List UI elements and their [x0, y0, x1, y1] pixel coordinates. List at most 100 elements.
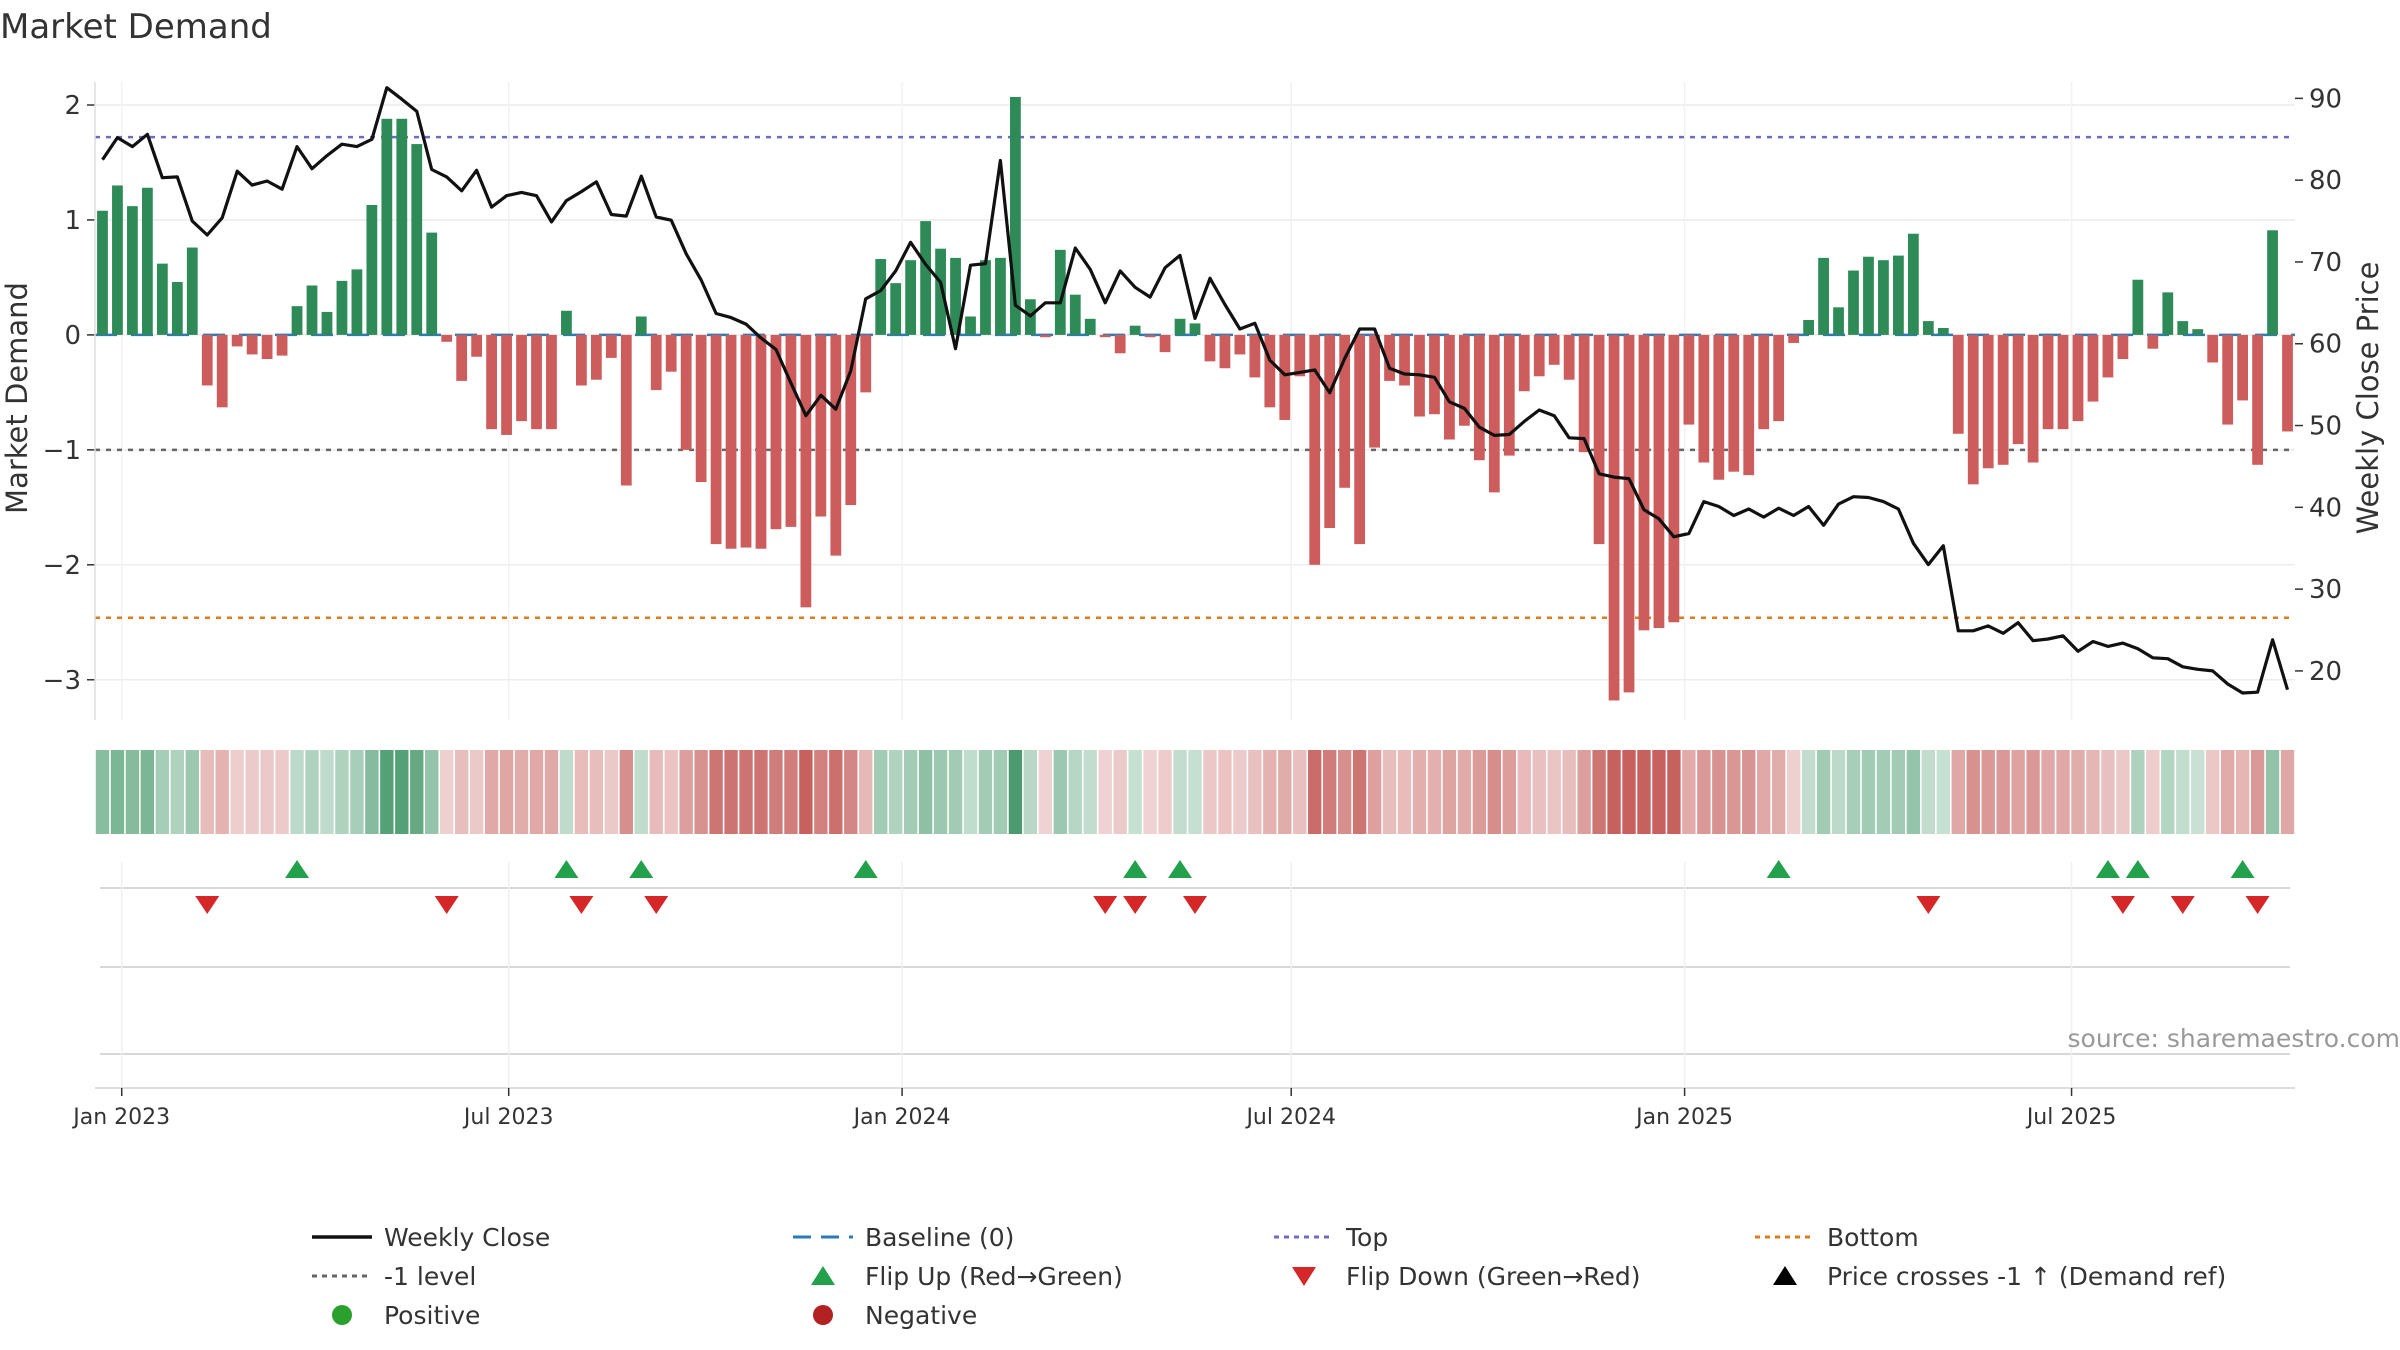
demand-bar	[1399, 334, 1410, 386]
flip-up-marker	[2125, 860, 2150, 878]
flip-up-marker	[2095, 860, 2120, 878]
demand-bar	[516, 334, 527, 422]
demand-bar	[1788, 334, 1800, 343]
strip-cell	[589, 750, 604, 834]
demand-bar	[201, 334, 213, 386]
strip-cell	[1816, 750, 1831, 834]
strip-cell	[1442, 750, 1457, 834]
legend-label: -1 level	[384, 1262, 476, 1291]
strip-cell	[2220, 750, 2235, 834]
strip-cell	[1053, 750, 1067, 834]
strip-cell	[2176, 750, 2190, 834]
demand-bars	[97, 96, 2293, 701]
strip-cell	[1727, 750, 1741, 834]
right-tick-label: 40	[2309, 493, 2342, 523]
strip-cell	[1966, 750, 1980, 834]
strip-cell	[1757, 750, 1771, 834]
strip-cell	[1532, 750, 1546, 834]
strip-cell	[425, 750, 439, 834]
strip-cell	[2116, 750, 2130, 834]
demand-bar	[725, 334, 737, 549]
flip-up-marker	[2230, 860, 2255, 878]
demand-bar	[1893, 255, 1904, 335]
strip-cell	[2206, 750, 2220, 834]
demand-bar	[1369, 334, 1380, 448]
demand-bar	[1638, 334, 1650, 631]
demand-bar	[501, 334, 512, 435]
strip-cell	[2146, 750, 2160, 834]
demand-bar	[1728, 334, 1740, 472]
strip-cell	[1308, 750, 1322, 834]
flip-up-marker	[554, 860, 579, 878]
flip-up-marker	[285, 860, 310, 878]
strip-cell	[933, 750, 948, 834]
strip-cell	[305, 750, 319, 834]
demand-bar	[740, 334, 752, 548]
demand-bar	[755, 334, 767, 549]
right-tick-label: 20	[2309, 657, 2342, 687]
demand-bar	[1848, 270, 1859, 335]
strip-cell	[1547, 750, 1561, 834]
demand-bar	[1144, 334, 1156, 338]
demand-bar	[441, 334, 453, 342]
demand-bar	[800, 334, 812, 608]
legend-label: Baseline (0)	[865, 1223, 1014, 1252]
strip-cell	[993, 750, 1008, 834]
strip-cell	[350, 750, 364, 834]
demand-bar	[486, 334, 497, 430]
legend: Weekly Close Baseline (0) Top Bottom -1 leve…	[312, 1223, 2226, 1330]
strip-cell	[335, 750, 349, 834]
legend-label: Top	[1345, 1223, 1388, 1252]
demand-bar	[276, 334, 288, 356]
strip-cell	[365, 750, 379, 834]
demand-bar	[2042, 334, 2054, 430]
strip-cell	[230, 750, 244, 834]
legend-symbol	[332, 1305, 352, 1325]
strip-cell	[140, 750, 155, 834]
legend-symbol	[1773, 1266, 1797, 1285]
strip-cell	[514, 750, 529, 834]
legend-label: Weekly Close	[384, 1223, 550, 1252]
strip-cell	[2086, 750, 2100, 834]
flip-down-marker	[1916, 896, 1941, 914]
strip-cell	[709, 750, 723, 834]
flip-down-marker	[434, 896, 459, 914]
strip-cell	[275, 750, 289, 834]
strip-cell	[1382, 750, 1397, 834]
strip-cell	[2041, 750, 2055, 834]
legend-label: Price crosses -1 ↑ (Demand ref)	[1827, 1262, 2226, 1291]
right-tick-label: 60	[2309, 330, 2342, 360]
strip-cell	[1143, 750, 1157, 834]
demand-bar	[2027, 334, 2039, 463]
strip-cell	[739, 750, 753, 834]
strip-cell	[2026, 750, 2040, 834]
strip-cell	[1652, 750, 1666, 834]
strip-cell	[1712, 750, 1726, 834]
strip-cell	[2265, 750, 2280, 834]
flip-down-marker	[2110, 896, 2135, 914]
demand-bar	[1907, 233, 1919, 335]
axes: 2 1 0 −1 −2 −3 90 80 70 60 50 40 30 20	[43, 82, 2342, 720]
strip-cell	[320, 750, 334, 834]
strip-cell	[1517, 750, 1531, 834]
flip-down-marker	[195, 896, 220, 914]
right-tick-label: 70	[2309, 248, 2342, 278]
left-tick-label: 1	[64, 206, 81, 236]
strip-cell	[1921, 750, 1936, 834]
x-tick-label: Jan 2023	[71, 1105, 170, 1130]
demand-bar	[1444, 334, 1455, 440]
demand-bar	[1803, 319, 1814, 335]
demand-bar	[1683, 334, 1695, 425]
demand-bar	[1129, 325, 1141, 335]
demand-bar	[1922, 321, 1934, 335]
demand-bar	[2222, 334, 2234, 425]
demand-bar	[2072, 334, 2084, 422]
demand-bar	[2057, 334, 2069, 430]
demand-bar	[1488, 334, 1500, 493]
demand-bar	[1309, 334, 1321, 565]
strip-cell	[1786, 750, 1801, 834]
strip-cell	[1637, 750, 1651, 834]
right-tick-label: 30	[2309, 575, 2342, 605]
x-tick-label: Jul 2023	[462, 1105, 554, 1130]
